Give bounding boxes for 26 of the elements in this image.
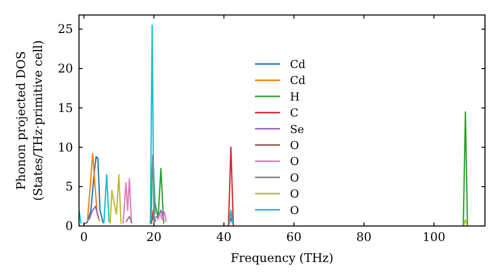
y-axis-title: Phonon projected DOS (States/THz·primitive cell) [14, 40, 45, 201]
x-axis-title: Frequency (THz) [230, 251, 334, 265]
legend-label: C [290, 106, 298, 120]
x-tick-label: 20 [146, 230, 162, 244]
x-tick-label: 40 [216, 230, 232, 244]
x-tick-label: 80 [356, 230, 372, 244]
legend-label: H [290, 90, 300, 104]
legend-label: O [290, 204, 300, 217]
legend-label: O [290, 155, 300, 168]
y-tick-label: 10 [58, 140, 73, 154]
legend-label: Cd [290, 58, 306, 71]
y-tick-label: 25 [58, 22, 73, 36]
y-tick-label: 5 [65, 180, 73, 194]
legend-label: O [290, 171, 300, 184]
line-series [83, 156, 104, 226]
x-tick-label: 0 [80, 230, 88, 244]
legend-label: O [290, 188, 300, 201]
x-tick-label: 60 [286, 230, 302, 244]
y-tick-label: 0 [65, 219, 73, 233]
x-tick-label: 100 [422, 230, 446, 244]
line-series [86, 152, 100, 222]
legend-label: Se [290, 122, 304, 136]
y-tick-label: 20 [58, 62, 73, 76]
legend-label: Cd [290, 74, 306, 88]
y-tick-label: 15 [58, 100, 73, 115]
legend-label: O [290, 139, 300, 152]
